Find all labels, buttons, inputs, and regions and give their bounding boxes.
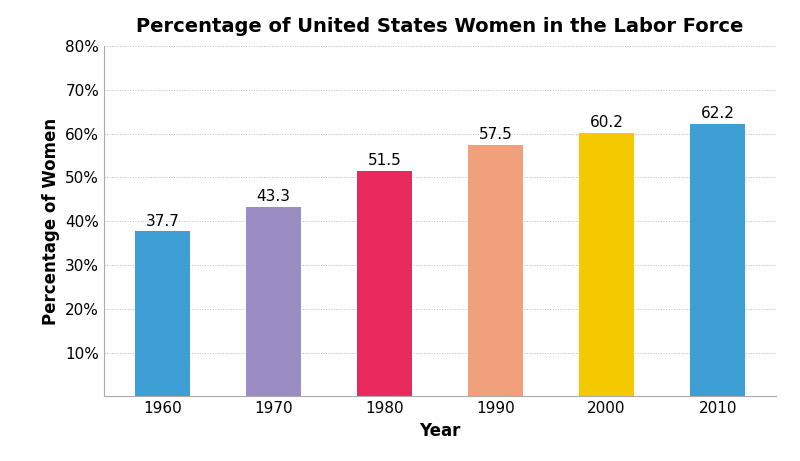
Text: 57.5: 57.5 <box>478 127 513 142</box>
Bar <box>357 171 412 396</box>
Bar <box>579 133 634 396</box>
Y-axis label: Percentage of Women: Percentage of Women <box>42 118 59 325</box>
X-axis label: Year: Year <box>419 422 461 440</box>
Text: 37.7: 37.7 <box>146 214 179 229</box>
Text: 62.2: 62.2 <box>701 106 734 121</box>
Bar <box>134 231 190 396</box>
Title: Percentage of United States Women in the Labor Force: Percentage of United States Women in the… <box>136 17 744 36</box>
Bar <box>468 145 523 396</box>
Text: 51.5: 51.5 <box>367 154 402 168</box>
Text: 60.2: 60.2 <box>590 115 623 130</box>
Bar <box>246 207 301 396</box>
Text: 43.3: 43.3 <box>256 189 290 204</box>
Bar <box>690 124 746 396</box>
